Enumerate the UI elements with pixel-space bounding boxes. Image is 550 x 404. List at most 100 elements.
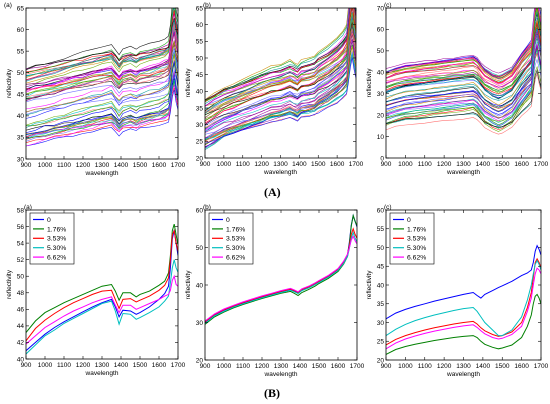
y-tick-label: 40 bbox=[196, 89, 204, 96]
y-tick-label: 40 bbox=[17, 356, 25, 363]
spectrum-line bbox=[26, 64, 178, 115]
x-tick-label: 900 bbox=[21, 362, 32, 369]
y-tick-label: 40 bbox=[196, 282, 204, 289]
series-line-5 bbox=[205, 235, 357, 322]
x-tick-label: 1000 bbox=[38, 162, 53, 169]
legend-entry: 0 bbox=[226, 217, 230, 224]
x-tick-label: 1100 bbox=[418, 161, 432, 168]
figure-label-a: (A) bbox=[264, 185, 281, 199]
legend-entry: 6.62% bbox=[226, 255, 245, 262]
series-line-1 bbox=[26, 229, 178, 352]
x-tick-label: 1000 bbox=[217, 161, 232, 168]
plot-area bbox=[205, 8, 356, 150]
x-tick-label: 1600 bbox=[514, 161, 529, 168]
x-tick-label: 1400 bbox=[293, 363, 308, 370]
spectrum-line bbox=[26, 10, 178, 73]
x-tick-label: 1200 bbox=[437, 363, 452, 370]
x-tick-label: 900 bbox=[21, 162, 32, 169]
y-tick-label: 35 bbox=[196, 105, 204, 112]
x-tick-label: 1500 bbox=[133, 362, 148, 369]
y-tick-label: 50 bbox=[196, 245, 204, 252]
y-tick-label: 45 bbox=[377, 264, 385, 271]
spectrum-line bbox=[386, 8, 541, 94]
spectrum-line bbox=[205, 32, 356, 142]
y-tick-label: 40 bbox=[377, 70, 385, 77]
spectrum-line bbox=[26, 31, 178, 102]
x-tick-label: 900 bbox=[381, 363, 392, 370]
plot-area bbox=[386, 244, 541, 355]
spectrum-line bbox=[386, 13, 541, 99]
series-line-5 bbox=[386, 267, 541, 350]
x-tick-label: 1600 bbox=[330, 161, 345, 168]
spectrum-line bbox=[26, 18, 178, 71]
y-tick-label: 35 bbox=[377, 301, 385, 308]
x-tick-label: 1600 bbox=[331, 363, 346, 370]
x-tick-label: 1300 bbox=[456, 161, 471, 168]
series-line-4 bbox=[26, 259, 178, 355]
chart-panel-5: 900 1000 1100 1200 1300 1400 1500 1600 1700 20 30 4… bbox=[185, 204, 365, 378]
x-tick-label: 1700 bbox=[534, 363, 549, 370]
y-tick-label: 46 bbox=[17, 307, 25, 314]
series-line-3 bbox=[386, 257, 541, 346]
chart-panel-6: 900 1000 1100 1200 1300 1400 1500 1600 1700 20 25 3… bbox=[366, 204, 549, 378]
chart-panel-4: 900 1000 1100 1200 1300 1400 1500 1600 1700 40 42 4… bbox=[6, 204, 186, 377]
series-line-1 bbox=[386, 244, 541, 320]
spectrum-line bbox=[205, 46, 356, 142]
spectrum-line bbox=[26, 60, 178, 133]
spectrum-line bbox=[205, 8, 356, 114]
spectrum-line bbox=[386, 23, 541, 95]
x-tick-label: 1100 bbox=[418, 363, 432, 370]
chart-panel-1: 900 1000 1100 1200 1300 1400 1500 1600 1700 30 35 4… bbox=[4, 2, 186, 177]
x-axis-label: wavelength bbox=[85, 170, 119, 177]
x-tick-label: 1200 bbox=[76, 362, 91, 369]
plot-area bbox=[205, 213, 357, 325]
y-tick-label: 45 bbox=[196, 72, 204, 79]
x-tick-label: 1100 bbox=[57, 362, 71, 369]
y-tick-label: 30 bbox=[17, 156, 25, 163]
y-axis-label: reflectivity bbox=[6, 68, 13, 98]
spectrum-line bbox=[26, 19, 178, 77]
x-tick-label: 1700 bbox=[350, 363, 365, 370]
y-tick-label: 56 bbox=[17, 224, 25, 231]
legend-entry: 3.53% bbox=[47, 236, 66, 243]
x-tick-label: 1300 bbox=[274, 363, 289, 370]
legend-entry: 1.76% bbox=[226, 226, 245, 233]
y-tick-label: 0 bbox=[380, 155, 384, 162]
x-axis-label: wavelength bbox=[264, 371, 298, 378]
legend: 0 1.76% 3.53% 5.30% 6.62% bbox=[29, 212, 75, 265]
spectrum-line bbox=[386, 65, 541, 122]
legend-entry: 6.62% bbox=[47, 255, 66, 262]
x-axis-label: wavelength bbox=[446, 371, 480, 378]
x-axis-label: wavelength bbox=[263, 169, 297, 176]
y-tick-label: 40 bbox=[377, 282, 385, 289]
x-tick-label: 1700 bbox=[349, 161, 364, 168]
spectrum-line bbox=[386, 68, 541, 128]
x-tick-label: 1600 bbox=[514, 363, 529, 370]
spectrum-line bbox=[26, 8, 178, 70]
y-tick-label: 58 bbox=[17, 207, 25, 214]
spectrum-line bbox=[386, 30, 541, 88]
y-tick-label: 55 bbox=[17, 48, 25, 55]
y-tick-label: 70 bbox=[377, 5, 385, 12]
spectrum-line bbox=[386, 73, 541, 135]
y-tick-label: 20 bbox=[196, 155, 204, 162]
x-tick-label: 1400 bbox=[476, 363, 491, 370]
x-tick-label: 1300 bbox=[273, 161, 288, 168]
spectrum-line bbox=[205, 8, 356, 113]
spectrum-line bbox=[26, 8, 178, 74]
x-tick-label: 1300 bbox=[95, 162, 110, 169]
y-tick-label: 20 bbox=[377, 357, 385, 364]
y-tick-label: 10 bbox=[377, 134, 385, 141]
spectrum-line bbox=[386, 11, 541, 100]
x-axis-label: wavelength bbox=[85, 370, 119, 377]
y-tick-label: 60 bbox=[377, 27, 385, 34]
y-tick-label: 50 bbox=[377, 245, 385, 252]
x-tick-label: 900 bbox=[381, 161, 392, 168]
y-tick-label: 42 bbox=[17, 340, 25, 347]
spectrum-line bbox=[386, 8, 541, 80]
panel-label: (a) bbox=[4, 2, 12, 9]
x-tick-label: 1100 bbox=[57, 162, 71, 169]
x-tick-label: 900 bbox=[200, 161, 211, 168]
spectrum-line bbox=[26, 48, 178, 103]
